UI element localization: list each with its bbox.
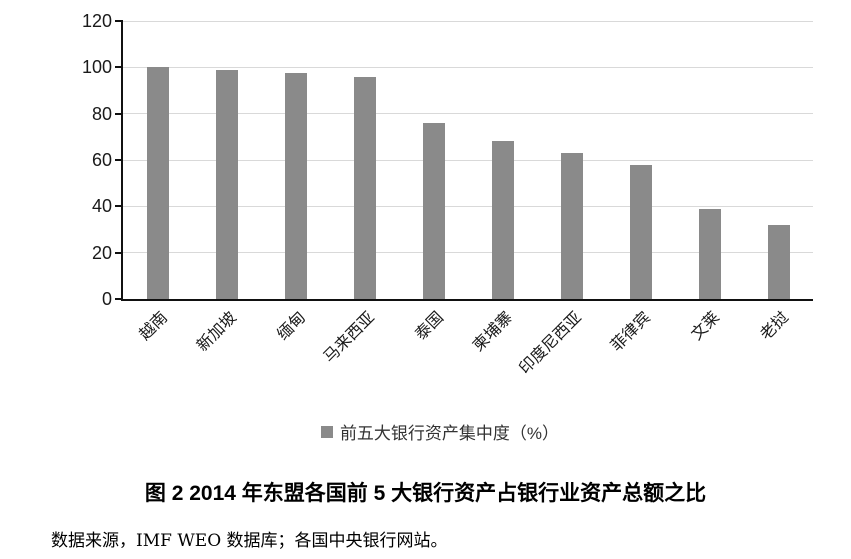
gridline-y40 xyxy=(123,205,813,207)
legend-label: 前五大银行资产集中度（%） xyxy=(339,424,560,443)
bar-7 xyxy=(560,153,583,299)
gridline-y80 xyxy=(123,113,813,115)
x-axis-tick-label: 老挝 xyxy=(757,309,793,344)
y-axis-tick-label: 0 xyxy=(101,289,112,309)
bar-5 xyxy=(422,122,445,299)
y-axis-tick xyxy=(115,251,123,254)
figure-caption: 图 2 2014 年东盟各国前 5 大银行资产占银行业资产总额之比 xyxy=(144,482,707,505)
x-axis-line xyxy=(121,299,813,301)
gridline-y60 xyxy=(123,159,813,161)
y-axis-tick xyxy=(115,205,123,208)
legend-swatch-icon xyxy=(320,425,333,438)
y-axis-tick-label: 40 xyxy=(91,196,112,217)
y-axis-tick-label: 120 xyxy=(81,11,112,31)
bar-6 xyxy=(491,141,514,299)
bar-9 xyxy=(698,208,721,299)
x-axis-tick-label: 越南 xyxy=(136,309,172,344)
y-axis-tick-label: 100 xyxy=(81,57,112,78)
bar-4 xyxy=(353,76,376,299)
x-axis-tick-label: 泰国 xyxy=(412,309,448,344)
x-axis-tick-label: 文莱 xyxy=(688,309,724,344)
bar-8 xyxy=(629,164,652,299)
gridline-y20 xyxy=(123,252,813,254)
y-axis-tick-label: 20 xyxy=(91,242,112,263)
y-axis-tick-label: 60 xyxy=(91,150,112,170)
bar-chart: 0 20 40 60 80 100 120 越南 新加坡 缅甸 马来西亚 泰国 柬埔寨 印度尼西亚 菲律宾文… xyxy=(0,12,851,444)
y-axis-line xyxy=(121,21,123,301)
y-axis-tick xyxy=(115,20,123,22)
bar-3 xyxy=(284,73,307,299)
x-axis-tick-label: 缅甸 xyxy=(274,309,310,344)
gridline-y120 xyxy=(123,20,813,22)
x-axis-tick-label: 马来西亚 xyxy=(321,309,379,367)
bar-10 xyxy=(767,224,790,299)
data-source-note: 数据来源，IMF WEO 数据库；各国中央银行网站。 xyxy=(51,531,448,551)
x-axis-tick-label: 柬埔寨 xyxy=(470,309,517,355)
y-axis-tick xyxy=(115,112,123,115)
plot-area: 0 20 40 60 80 100 120 越南 新加坡 缅甸 马来西亚 泰国 柬埔寨 印度尼西亚 菲律宾文… xyxy=(82,12,813,378)
bar-1 xyxy=(146,67,169,299)
y-axis-tick xyxy=(115,298,123,300)
x-axis-tick-label: 印度尼西亚 xyxy=(516,309,586,378)
chart-legend: 前五大银行资产集中度（%） xyxy=(0,419,851,444)
bar-2 xyxy=(215,69,238,299)
x-axis-tick-label: 菲律宾 xyxy=(608,309,655,355)
y-axis-tick xyxy=(115,66,123,69)
y-axis-tick-label: 80 xyxy=(91,103,112,124)
x-axis-tick-label: 新加坡 xyxy=(194,309,241,355)
gridline-y100 xyxy=(123,66,813,68)
y-axis-tick xyxy=(115,159,123,161)
